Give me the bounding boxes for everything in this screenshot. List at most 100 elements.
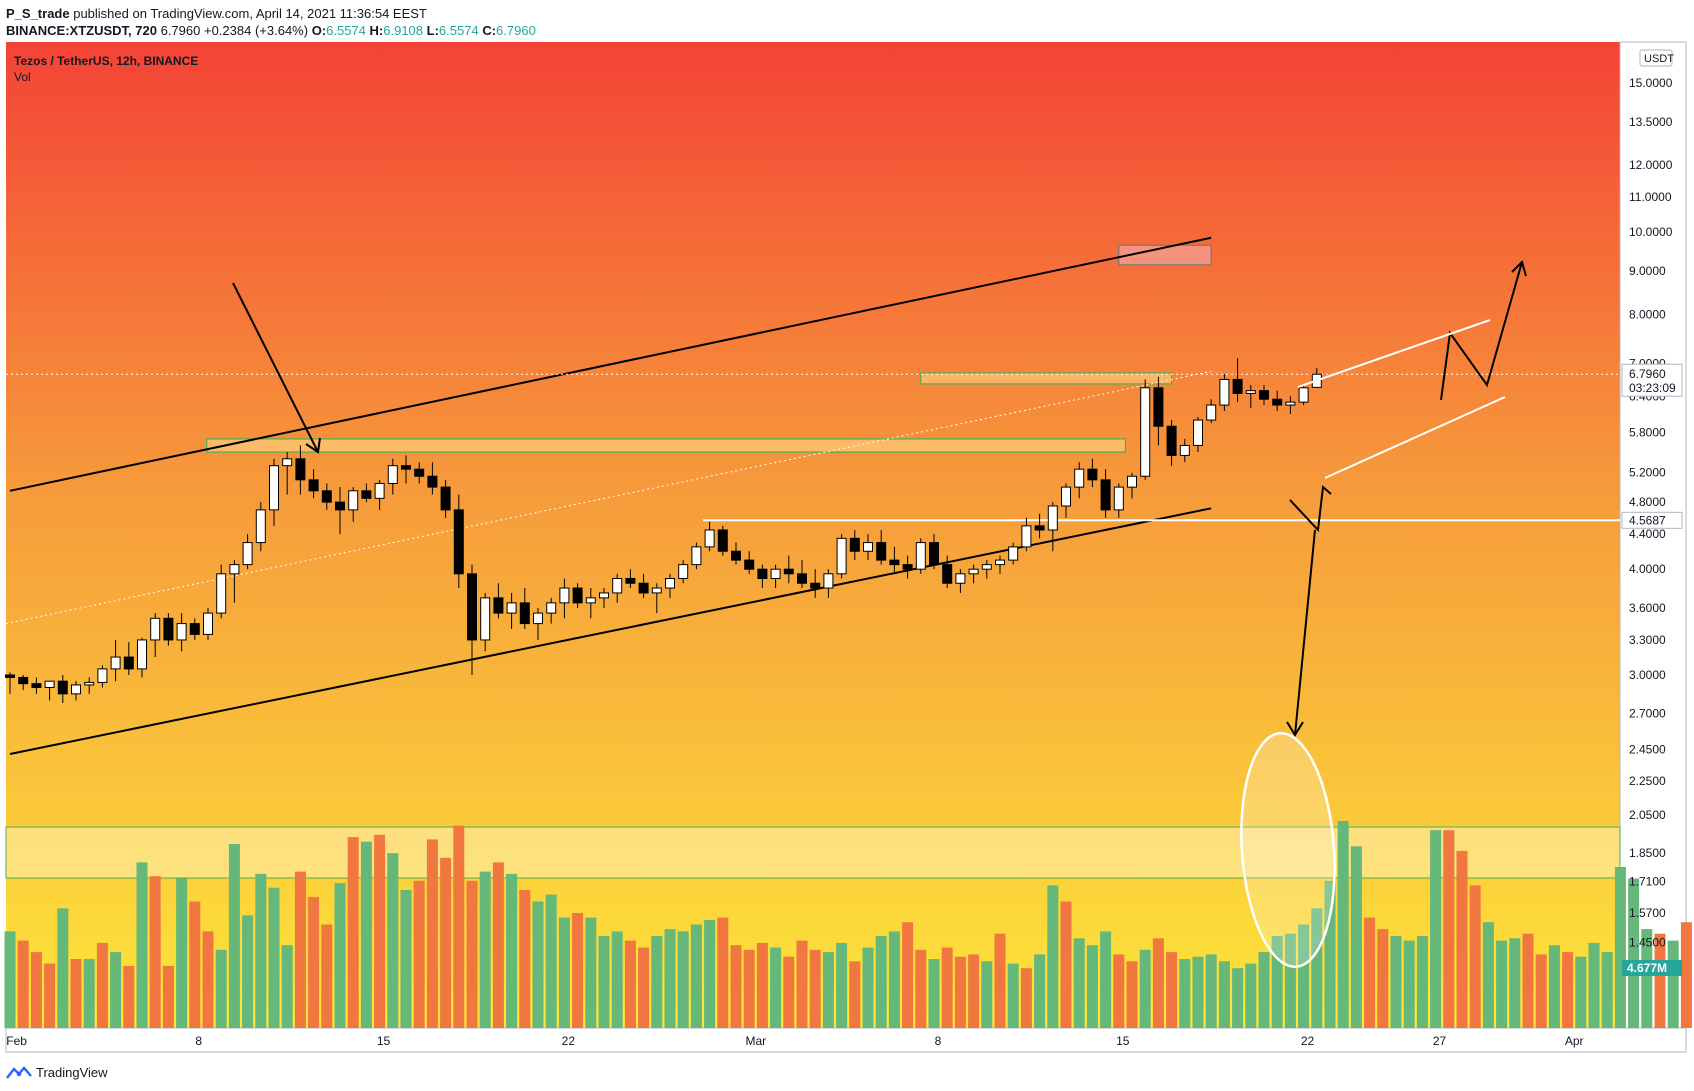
y-tick-label: 12.0000 — [1629, 158, 1673, 172]
candle-body — [414, 468, 425, 477]
candle-body — [770, 568, 781, 579]
candle-body — [1153, 387, 1164, 427]
volume-bar — [849, 961, 861, 1028]
volume-bar — [902, 922, 914, 1028]
volume-bar — [1364, 917, 1376, 1028]
candle-body — [1140, 387, 1151, 477]
upper-channel-line — [9, 236, 1212, 492]
candle-body — [203, 612, 213, 635]
candle-body — [889, 559, 900, 566]
tradingview-brand[interactable]: TradingView — [6, 1064, 108, 1080]
volume-bar — [1588, 942, 1600, 1028]
volume-bar — [1020, 968, 1032, 1028]
volume-bar — [1034, 954, 1046, 1028]
candle-body — [255, 509, 266, 544]
candle-body — [229, 564, 240, 575]
candle-body — [71, 684, 81, 695]
volume-bar — [321, 924, 333, 1028]
arrow-line — [232, 282, 319, 453]
candle-body — [427, 475, 438, 488]
x-tick-label: 22 — [562, 1034, 576, 1048]
volume-bar — [1496, 940, 1508, 1028]
candle-body — [401, 465, 411, 470]
volume-bar — [281, 945, 293, 1028]
support-zone — [206, 438, 1126, 453]
volume-bar — [308, 896, 320, 1028]
y-tick-label: 3.6000 — [1629, 601, 1666, 615]
volume-bar — [519, 890, 531, 1028]
volume-bar — [783, 956, 795, 1028]
volume-bar — [1205, 954, 1217, 1028]
volume-bar — [1047, 885, 1059, 1028]
y-tick-label: 5.8000 — [1629, 426, 1666, 440]
candle-body — [493, 597, 504, 614]
candle-body — [110, 656, 121, 670]
volume-bar — [426, 839, 438, 1028]
candle-body — [269, 465, 279, 511]
candle-body — [533, 612, 543, 625]
volume-bar — [215, 949, 227, 1028]
candle-body — [137, 639, 147, 670]
candle-body — [876, 542, 887, 561]
candle-body — [321, 490, 332, 503]
volume-bar — [532, 901, 544, 1028]
volume-bar — [1443, 830, 1455, 1028]
price-change: +0.2384 (+3.64%) — [203, 23, 309, 38]
volume-bar — [466, 880, 478, 1028]
low-value: 6.5574 — [438, 23, 479, 38]
candle-body — [519, 602, 530, 625]
volume-bar — [730, 945, 742, 1028]
arrow-line — [1294, 529, 1316, 736]
open-value: 6.5574 — [326, 23, 366, 38]
volume-bar — [1324, 880, 1336, 1028]
candle-body — [123, 656, 134, 670]
publish-info: P_S_trade published on TradingView.com, … — [6, 6, 427, 21]
volume-bar — [1100, 931, 1112, 1028]
target-zone — [1118, 244, 1212, 266]
candle-body — [1219, 378, 1230, 406]
x-tick-label: 27 — [1433, 1034, 1447, 1048]
y-tick-label: 4.8000 — [1629, 495, 1666, 509]
volume-bar — [1482, 922, 1494, 1028]
volume-bar — [756, 942, 768, 1028]
volume-bar — [70, 959, 82, 1028]
volume-bar — [1007, 963, 1019, 1028]
candle-body — [995, 559, 1005, 566]
volume-bar — [1113, 954, 1125, 1028]
candle-body — [559, 587, 570, 604]
volume-bar — [57, 908, 69, 1028]
candle-body — [57, 680, 68, 695]
volume-bar — [1218, 961, 1230, 1028]
path-projection — [1440, 261, 1523, 401]
volume-bar — [743, 949, 755, 1028]
volume-bar — [1192, 956, 1204, 1028]
candle-body — [440, 486, 451, 511]
volume-bar — [1390, 936, 1402, 1028]
volume-bar — [1416, 936, 1428, 1028]
publisher-name[interactable]: P_S_trade — [6, 6, 70, 21]
volume-bar — [17, 940, 29, 1028]
arrow-head — [305, 437, 321, 454]
candle-body — [1166, 425, 1177, 456]
volume-bar — [1139, 949, 1151, 1028]
volume-bar — [1403, 940, 1415, 1028]
candle-body — [1047, 505, 1058, 531]
candle-body — [282, 458, 293, 467]
candle-body — [176, 623, 187, 641]
candle-body — [572, 587, 583, 604]
candle-body — [797, 573, 807, 584]
volume-bar — [545, 894, 557, 1028]
y-tick-label: 13.5000 — [1629, 115, 1673, 129]
x-tick-label: Apr — [1565, 1034, 1584, 1048]
x-tick-label: 22 — [1301, 1034, 1315, 1048]
volume-tag — [1622, 960, 1682, 976]
volume-bar — [83, 959, 95, 1028]
y-tick-label: 15.0000 — [1629, 76, 1673, 90]
chart-legend-title: Tezos / TetherUS, 12h, BINANCE — [14, 54, 198, 68]
symbol-label: BINANCE:XTZUSDT, 720 — [6, 23, 157, 38]
y-tick-label: 8.0000 — [1629, 307, 1666, 321]
volume-bar — [1430, 830, 1442, 1028]
candle-body — [823, 573, 834, 589]
candle-body — [467, 573, 477, 641]
